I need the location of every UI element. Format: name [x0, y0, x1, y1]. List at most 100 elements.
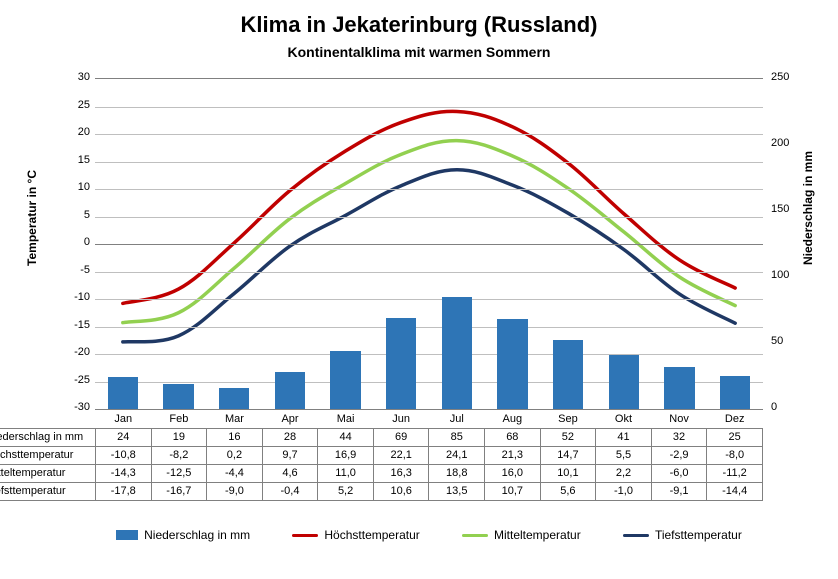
- category-label: Aug: [485, 410, 541, 428]
- legend-item-niederschlag: Niederschlag in mm: [116, 528, 250, 542]
- legend-swatch-bar-icon: [116, 530, 138, 540]
- legend-swatch-line-icon: [623, 534, 649, 537]
- precip-bar: [609, 355, 640, 409]
- table-cell: 44: [318, 428, 374, 446]
- category-label: Jan: [95, 410, 151, 428]
- table-cell: -4,4: [207, 464, 263, 482]
- table-cell: 5,2: [318, 482, 374, 500]
- table-cell: -10,8: [95, 446, 151, 464]
- y-right-tick: 150: [771, 203, 789, 215]
- y-left-tick: 15: [60, 154, 90, 166]
- data-table: JanFebMarAprMaiJunJulAugSepOktNovDezNied…: [0, 410, 763, 501]
- precip-bar: [275, 372, 306, 409]
- table-cell: 68: [485, 428, 541, 446]
- precip-bar: [720, 376, 751, 409]
- table-cell: 10,7: [485, 482, 541, 500]
- gridline: [95, 107, 763, 108]
- y-right-label: Niederschlag in mm: [801, 151, 815, 265]
- table-cell: -9,1: [651, 482, 707, 500]
- y-left-label: Temperatur in °C: [25, 170, 39, 266]
- chart-title: Klima in Jekaterinburg (Russland): [0, 12, 838, 38]
- table-cell: 25: [707, 428, 763, 446]
- table-cell: 5,5: [596, 446, 652, 464]
- category-label: Apr: [262, 410, 318, 428]
- row-header: Tiefsttemperatur: [0, 482, 95, 500]
- table-cell: 41: [596, 428, 652, 446]
- table-cell: 24: [95, 428, 151, 446]
- row-header: Höchsttemperatur: [0, 446, 95, 464]
- gridline: [95, 327, 763, 328]
- precip-bar: [163, 384, 194, 409]
- plot-area: [95, 78, 763, 410]
- table-cell: 16,9: [318, 446, 374, 464]
- gridline: [95, 354, 763, 355]
- precip-bar: [386, 318, 417, 409]
- table-cell: 16: [207, 428, 263, 446]
- table-cell: 18,8: [429, 464, 485, 482]
- table-cell: 24,1: [429, 446, 485, 464]
- y-right-tick: 200: [771, 137, 789, 149]
- gridline: [95, 299, 763, 300]
- chart-subtitle: Kontinentalklima mit warmen Sommern: [0, 44, 838, 60]
- table-row: Höchsttemperatur-10,8-8,20,29,716,922,12…: [0, 446, 763, 464]
- table-cell: 0,2: [207, 446, 263, 464]
- precip-bar: [442, 297, 473, 409]
- table-cell: 32: [651, 428, 707, 446]
- table-cell: 85: [429, 428, 485, 446]
- category-label: Feb: [151, 410, 207, 428]
- legend: Niederschlag in mmHöchsttemperaturMittel…: [95, 528, 763, 542]
- table-row: Niederschlag in mm2419162844698568524132…: [0, 428, 763, 446]
- precip-bar: [553, 340, 584, 409]
- category-label: Mar: [207, 410, 263, 428]
- gridline: [95, 162, 763, 163]
- table-cell: 11,0: [318, 464, 374, 482]
- precip-bar: [497, 319, 528, 409]
- category-label: Mai: [318, 410, 374, 428]
- category-label: Jun: [373, 410, 429, 428]
- legend-label: Niederschlag in mm: [144, 528, 250, 542]
- table-cell: 69: [373, 428, 429, 446]
- y-left-tick: -30: [60, 401, 90, 413]
- legend-label: Höchsttemperatur: [324, 528, 419, 542]
- category-label: Jul: [429, 410, 485, 428]
- table-cell: 10,1: [540, 464, 596, 482]
- category-row: JanFebMarAprMaiJunJulAugSepOktNovDez: [0, 410, 763, 428]
- table-cell: -8,2: [151, 446, 207, 464]
- table-cell: 10,6: [373, 482, 429, 500]
- y-left-tick: 20: [60, 126, 90, 138]
- legend-swatch-line-icon: [292, 534, 318, 537]
- table-cell: 13,5: [429, 482, 485, 500]
- y-left-tick: 30: [60, 71, 90, 83]
- table-cell: -11,2: [707, 464, 763, 482]
- table-cell: 22,1: [373, 446, 429, 464]
- hoechst-line: [123, 111, 735, 303]
- gridline: [95, 217, 763, 218]
- table-cell: 52: [540, 428, 596, 446]
- y-right-tick: 0: [771, 401, 777, 413]
- table-cell: -14,4: [707, 482, 763, 500]
- table-cell: -17,8: [95, 482, 151, 500]
- y-left-tick: 5: [60, 209, 90, 221]
- table-cell: -9,0: [207, 482, 263, 500]
- table-cell: 14,7: [540, 446, 596, 464]
- y-left-tick: -10: [60, 291, 90, 303]
- table-cell: 28: [262, 428, 318, 446]
- table-row: Mitteltemperatur-14,3-12,5-4,44,611,016,…: [0, 464, 763, 482]
- legend-item-tiefst: Tiefsttemperatur: [623, 528, 742, 542]
- table-cell: -6,0: [651, 464, 707, 482]
- y-left-tick: -5: [60, 264, 90, 276]
- precip-bar: [219, 388, 250, 409]
- gridline: [95, 272, 763, 273]
- table-cell: 9,7: [262, 446, 318, 464]
- y-left-tick: -15: [60, 319, 90, 331]
- table-cell: -16,7: [151, 482, 207, 500]
- category-label: Okt: [596, 410, 652, 428]
- table-cell: 16,3: [373, 464, 429, 482]
- legend-item-hoechst: Höchsttemperatur: [292, 528, 419, 542]
- table-cell: -0,4: [262, 482, 318, 500]
- gridline: [95, 244, 763, 245]
- y-left-tick: 0: [60, 236, 90, 248]
- y-left-tick: 25: [60, 99, 90, 111]
- precip-bar: [108, 377, 139, 409]
- table-cell: 19: [151, 428, 207, 446]
